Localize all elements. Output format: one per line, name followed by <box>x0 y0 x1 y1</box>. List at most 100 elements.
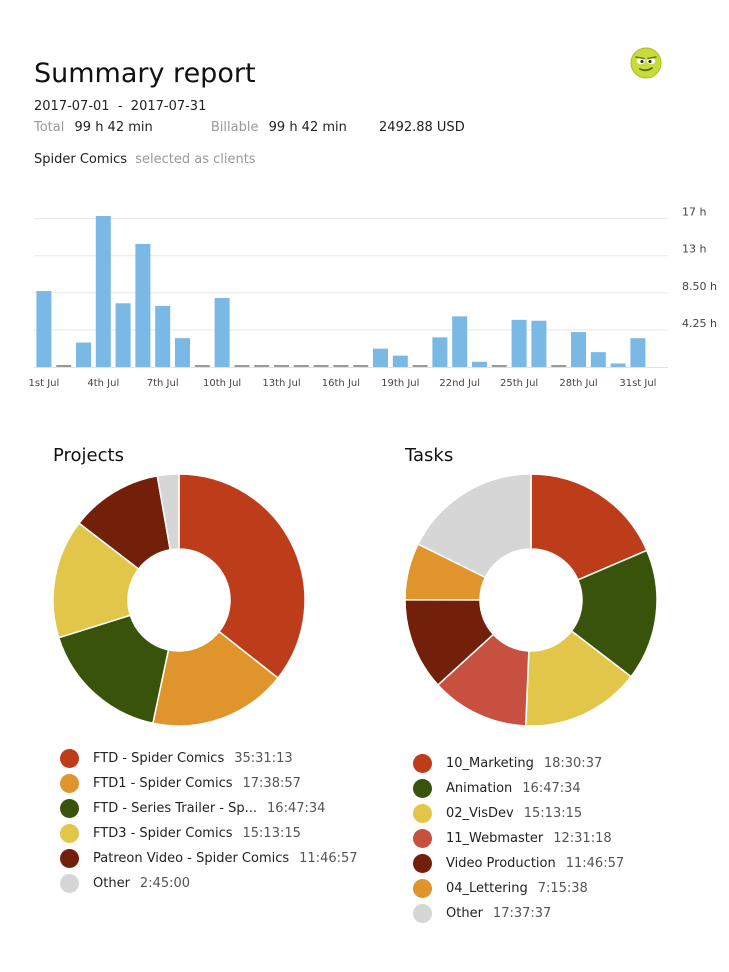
bar[interactable] <box>135 243 151 367</box>
bar-zero[interactable] <box>194 365 210 367</box>
bar-zero[interactable] <box>412 365 428 367</box>
bar[interactable] <box>36 291 52 367</box>
bar[interactable] <box>590 352 606 367</box>
task-legend-item: 10_Marketing 18:30:37 <box>413 751 624 776</box>
y-tick-label: 4.25 h <box>682 317 717 330</box>
legend-label: 04_Lettering <box>446 881 528 896</box>
legend-label: Patreon Video - Spider Comics <box>93 851 290 866</box>
legend-duration: 15:13:15 <box>523 806 583 821</box>
bar-chart-y-ticks: 4.25 h 8.50 h 13 h 17 h <box>682 206 717 330</box>
bar[interactable] <box>76 342 91 367</box>
x-tick-label: 1st Jul <box>29 378 60 389</box>
legend-duration: 16:47:34 <box>522 781 581 796</box>
legend-duration: 2:45:00 <box>139 876 191 891</box>
tasks-donut-chart <box>405 474 657 726</box>
legend-swatch <box>60 849 79 868</box>
bar[interactable] <box>214 298 230 367</box>
legend-swatch <box>413 779 432 798</box>
task-slice[interactable] <box>530 474 648 581</box>
legend-duration: 35:31:13 <box>234 751 293 766</box>
bar-zero[interactable] <box>551 365 567 367</box>
legend-swatch <box>60 824 79 843</box>
task-legend-item: 11_Webmaster 12:31:18 <box>413 826 624 851</box>
bar[interactable] <box>531 320 547 367</box>
legend-label: FTD - Series Trailer - Sp... <box>93 801 258 816</box>
bar[interactable] <box>452 316 468 367</box>
bar-zero[interactable] <box>274 365 289 367</box>
project-slice[interactable] <box>151 630 280 726</box>
total-label: Total <box>34 120 65 135</box>
x-tick-label: 10th Jul <box>203 378 241 389</box>
bar-zero[interactable] <box>491 365 507 367</box>
legend-swatch <box>413 904 432 923</box>
project-legend-item: Other 2:45:00 <box>60 871 358 896</box>
projects-title: Projects <box>53 445 124 466</box>
legend-duration: 11:46:57 <box>299 851 358 866</box>
bar[interactable] <box>95 216 111 367</box>
bar[interactable] <box>115 303 131 367</box>
bar-zero[interactable] <box>293 365 309 367</box>
legend-duration: 11:46:57 <box>565 856 625 871</box>
project-slice[interactable] <box>178 474 305 680</box>
legend-duration: 12:31:18 <box>553 831 612 846</box>
bar[interactable] <box>630 338 646 367</box>
x-tick-label: 4th Jul <box>87 378 119 389</box>
bar-chart-bars <box>36 216 646 367</box>
x-tick-label: 7th Jul <box>147 378 179 389</box>
bar[interactable] <box>373 348 388 367</box>
date-start: 2017-07-01 <box>34 99 110 114</box>
date-end: 2017-07-31 <box>130 99 207 114</box>
x-tick-label: 25th Jul <box>500 378 538 389</box>
bar[interactable] <box>432 337 448 367</box>
bar[interactable] <box>571 332 586 367</box>
legend-duration: 7:15:38 <box>537 881 588 896</box>
bar-zero[interactable] <box>254 365 270 367</box>
project-legend-item: Patreon Video - Spider Comics 11:46:57 <box>60 846 358 871</box>
bar-zero[interactable] <box>56 365 72 367</box>
bar-zero[interactable] <box>234 365 250 367</box>
task-slice[interactable] <box>417 474 532 579</box>
bar[interactable] <box>472 361 487 367</box>
x-tick-label: 22nd Jul <box>439 378 480 389</box>
task-legend-item: 02_VisDev 15:13:15 <box>413 801 624 826</box>
legend-label: FTD1 - Spider Comics <box>93 776 233 791</box>
legend-label: Other <box>446 906 483 921</box>
avatar-face-icon[interactable] <box>629 46 663 80</box>
y-tick-label: 13 h <box>682 243 706 256</box>
bar[interactable] <box>155 305 171 367</box>
x-tick-label: 13th Jul <box>262 378 300 389</box>
filter-suffix: selected as clients <box>135 152 256 167</box>
projects-donut-chart <box>53 474 305 726</box>
task-legend-item: Video Production 11:46:57 <box>413 851 624 876</box>
bar[interactable] <box>610 363 626 367</box>
bar[interactable] <box>511 319 527 367</box>
x-tick-label: 19th Jul <box>381 378 419 389</box>
legend-duration: 17:38:57 <box>242 776 301 791</box>
total-value: 99 h 42 min <box>74 120 153 135</box>
project-legend-item: FTD3 - Spider Comics 15:13:15 <box>60 821 358 846</box>
task-slice[interactable] <box>570 549 657 678</box>
legend-swatch <box>60 799 79 818</box>
bar[interactable] <box>175 338 190 367</box>
legend-duration: 16:47:34 <box>267 801 326 816</box>
date-separator: - <box>117 99 123 114</box>
y-tick-label: 8.50 h <box>682 280 717 293</box>
bar[interactable] <box>392 355 408 367</box>
legend-label: 10_Marketing <box>446 756 534 771</box>
bar-chart-x-ticks: 1st Jul 4th Jul 7th Jul 10th Jul 13th Jul 16t… <box>29 378 657 389</box>
project-slice[interactable] <box>57 614 170 725</box>
legend-swatch <box>60 749 79 768</box>
legend-swatch <box>413 804 432 823</box>
task-legend-item: 04_Lettering 7:15:38 <box>413 876 624 901</box>
legend-label: 11_Webmaster <box>446 831 544 846</box>
bar-zero[interactable] <box>313 365 329 367</box>
bar-zero[interactable] <box>353 365 369 367</box>
totals-row: Total 99 h 42 min Billable 99 h 42 min 2… <box>34 120 465 135</box>
daily-hours-bar-chart: 1st Jul 4th Jul 7th Jul 10th Jul 13th Jul 16t… <box>29 206 717 389</box>
bar-zero[interactable] <box>333 365 349 367</box>
legend-label: 02_VisDev <box>446 806 514 821</box>
date-range: 2017-07-01 - 2017-07-31 <box>34 99 206 114</box>
tasks-title: Tasks <box>405 445 454 466</box>
project-slice[interactable] <box>156 474 180 551</box>
legend-duration: 18:30:37 <box>543 756 603 771</box>
